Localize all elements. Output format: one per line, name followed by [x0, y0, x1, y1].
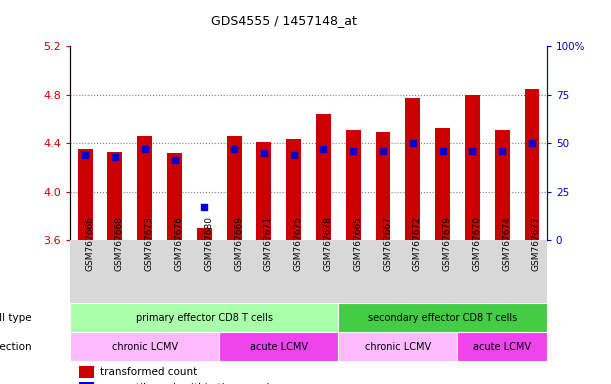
Point	[140, 146, 150, 152]
Bar	[338, 332, 458, 361]
Point	[497, 148, 507, 154]
Text: GDS4555 / 1457148_at: GDS4555 / 1457148_at	[211, 14, 357, 27]
Bar	[70, 332, 219, 361]
Point	[527, 140, 537, 146]
Point	[199, 204, 209, 210]
Text: GSM767676: GSM767676	[175, 216, 183, 271]
Bar	[79, 366, 94, 377]
Text: percentile rank within the sample: percentile rank within the sample	[100, 383, 276, 384]
Point	[408, 140, 418, 146]
Point	[259, 150, 269, 156]
Point	[467, 148, 477, 154]
Text: secondary effector CD8 T cells: secondary effector CD8 T cells	[368, 313, 518, 323]
Bar	[197, 228, 212, 240]
Bar	[495, 130, 510, 240]
Text: GSM767675: GSM767675	[294, 216, 302, 271]
Bar	[405, 98, 420, 240]
Point	[229, 146, 239, 152]
Text: acute LCMV: acute LCMV	[473, 341, 531, 352]
Bar	[316, 114, 331, 240]
Text: GSM767666: GSM767666	[85, 216, 94, 271]
Bar	[376, 132, 390, 240]
Point	[318, 146, 328, 152]
Point	[348, 148, 358, 154]
Point	[170, 157, 180, 164]
Bar	[227, 136, 241, 240]
Bar	[70, 303, 338, 332]
Text: chronic LCMV: chronic LCMV	[365, 341, 431, 352]
Text: GSM767673: GSM767673	[145, 216, 154, 271]
Bar	[435, 129, 450, 240]
Text: transformed count: transformed count	[100, 367, 197, 377]
Bar	[78, 149, 93, 240]
Text: GSM767674: GSM767674	[502, 216, 511, 271]
Bar	[79, 382, 94, 384]
Bar	[219, 332, 338, 361]
Point	[110, 154, 120, 160]
Text: GSM767665: GSM767665	[353, 216, 362, 271]
Text: GSM767670: GSM767670	[472, 216, 481, 271]
Point	[437, 148, 447, 154]
Text: GSM767668: GSM767668	[115, 216, 124, 271]
Point	[80, 152, 90, 158]
Bar	[137, 136, 152, 240]
Text: cell type: cell type	[0, 313, 32, 323]
Text: GSM767672: GSM767672	[413, 216, 422, 271]
Text: GSM767667: GSM767667	[383, 216, 392, 271]
Text: GSM767677: GSM767677	[532, 216, 541, 271]
Bar	[346, 130, 360, 240]
Bar	[257, 142, 271, 240]
Point	[289, 152, 299, 158]
Bar	[458, 332, 547, 361]
Bar	[108, 152, 122, 240]
Bar	[286, 139, 301, 240]
Text: infection: infection	[0, 341, 32, 352]
Point	[378, 148, 388, 154]
Text: GSM767680: GSM767680	[204, 216, 213, 271]
Text: acute LCMV: acute LCMV	[250, 341, 308, 352]
Text: GSM767669: GSM767669	[234, 216, 243, 271]
Text: GSM767671: GSM767671	[264, 216, 273, 271]
Text: chronic LCMV: chronic LCMV	[112, 341, 178, 352]
Bar	[465, 94, 480, 240]
Bar	[338, 303, 547, 332]
Bar	[524, 88, 540, 240]
Text: GSM767678: GSM767678	[323, 216, 332, 271]
Bar	[167, 153, 182, 240]
Text: GSM767679: GSM767679	[442, 216, 452, 271]
Text: primary effector CD8 T cells: primary effector CD8 T cells	[136, 313, 273, 323]
